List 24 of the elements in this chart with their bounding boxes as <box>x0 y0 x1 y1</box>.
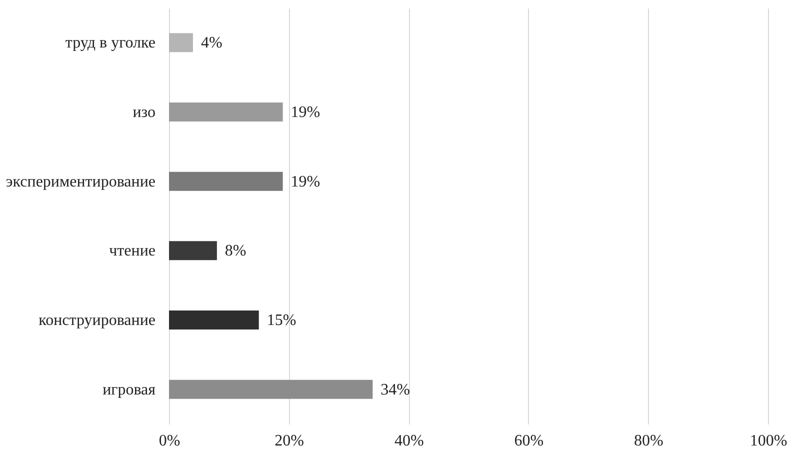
bar <box>169 33 193 52</box>
bar <box>169 241 217 260</box>
bar <box>169 310 259 330</box>
x-tick-label: 100% <box>750 432 788 450</box>
y-tick-label: чтение <box>109 242 156 260</box>
data-label: 4% <box>200 34 222 52</box>
data-label: 8% <box>224 242 246 260</box>
x-tick-label: 20% <box>274 432 304 450</box>
data-label: 19% <box>290 173 320 190</box>
x-tick-label: 60% <box>514 432 544 450</box>
y-tick-label: экспериментирование <box>6 173 156 190</box>
data-label: 34% <box>380 381 410 398</box>
y-tick-label: игровая <box>102 381 156 398</box>
y-tick-label: труд в уголке <box>65 34 156 52</box>
bar <box>169 172 283 191</box>
x-tick-label: 40% <box>394 432 424 450</box>
x-tick-label: 80% <box>634 432 664 450</box>
data-label: 19% <box>290 104 320 121</box>
y-tick-label: изо <box>132 104 156 121</box>
x-tick-label: 0% <box>158 432 180 450</box>
y-tick-label: конструирование <box>38 312 156 329</box>
data-label: 15% <box>266 312 296 329</box>
bar <box>169 380 373 399</box>
bar <box>169 102 283 122</box>
